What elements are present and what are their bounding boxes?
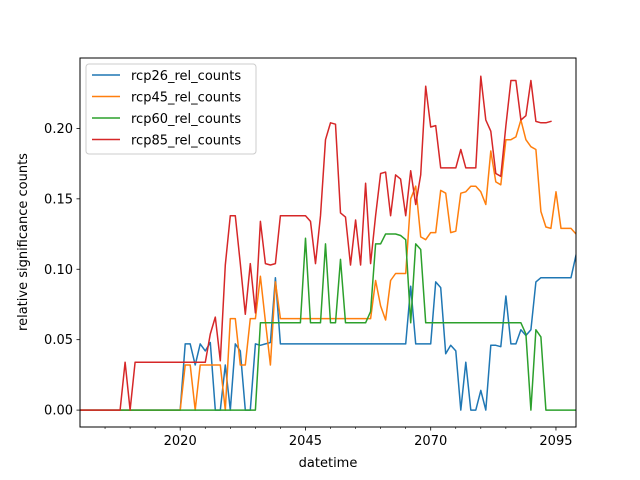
x-tick-label: 2045 xyxy=(289,434,322,449)
y-tick-label: 0.10 xyxy=(44,263,73,278)
y-tick-label: 0.15 xyxy=(44,192,73,207)
y-axis: 0.00 0.05 0.10 0.15 0.20 xyxy=(44,122,80,419)
legend-label: rcp85_rel_counts xyxy=(131,134,241,149)
x-axis: 2020 2045 2070 2095 xyxy=(104,427,573,449)
y-tick-label: 0.05 xyxy=(44,333,73,348)
legend: rcp26_rel_counts rcp45_rel_counts rcp60_re… xyxy=(85,63,257,155)
legend-label: rcp60_rel_counts xyxy=(131,112,241,127)
series-line-rcp45-rel-counts xyxy=(80,119,576,411)
y-tick-label: 0.00 xyxy=(44,404,73,419)
series-line-rcp60-rel-counts xyxy=(80,233,576,411)
x-tick-label: 2070 xyxy=(414,434,447,449)
y-axis-label: relative significance counts xyxy=(16,153,31,331)
legend-box xyxy=(85,63,257,155)
y-tick-label: 0.20 xyxy=(44,122,73,137)
legend-label: rcp26_rel_counts xyxy=(131,69,241,84)
x-axis-label: datetime xyxy=(299,456,358,471)
x-tick-label: 2095 xyxy=(539,434,572,449)
series-line-rcp85-rel-counts xyxy=(80,75,552,411)
plot-frame xyxy=(79,57,577,428)
series-layer xyxy=(80,75,576,411)
legend-label: rcp45_rel_counts xyxy=(131,91,241,106)
x-tick-label: 2020 xyxy=(164,434,197,449)
